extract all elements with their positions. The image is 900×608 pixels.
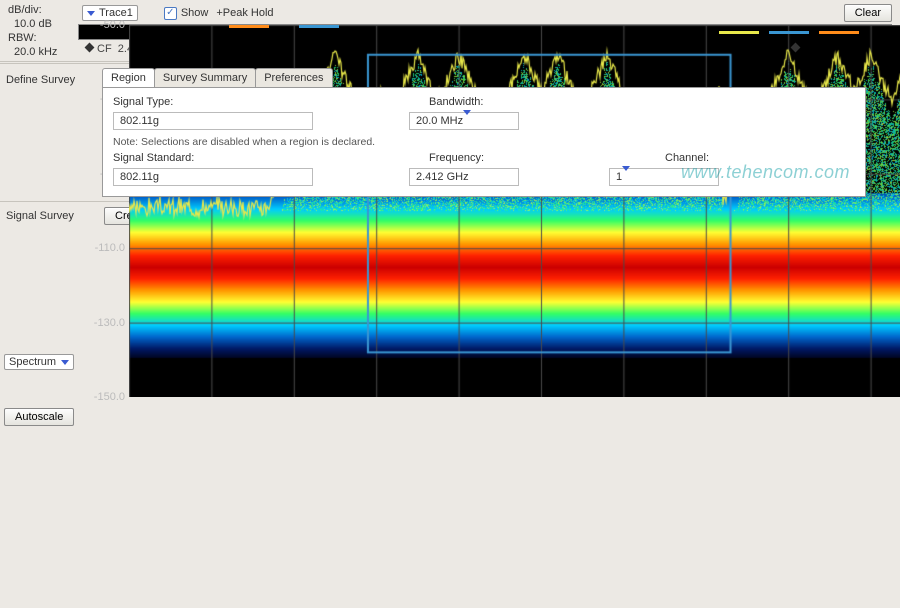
tab-region[interactable]: Region <box>102 68 155 87</box>
signal-type-field[interactable]: 802.11g <box>113 112 313 130</box>
chevron-down-icon <box>622 166 630 183</box>
signal-standard-field[interactable]: 802.11g <box>113 168 313 186</box>
spectrum-plot[interactable]: -50.0-70.0-90.0-110.0-130.0-150.0 <box>78 24 892 40</box>
rbw-label: RBW: <box>8 32 74 44</box>
show-label: Show <box>181 7 209 19</box>
signal-survey-label: Signal Survey <box>6 210 96 222</box>
region-panel: Signal Type: Bandwidth: 802.11g 20.0 MHz… <box>102 87 866 197</box>
cf-icon <box>85 43 95 53</box>
db-div-value: 10.0 dB <box>8 18 74 30</box>
mode-label: Spectrum <box>9 356 56 368</box>
y-axis-labels: -50.0-70.0-90.0-110.0-130.0-150.0 <box>79 25 129 39</box>
frequency-label: Frequency: <box>429 152 529 164</box>
cf-label: CF <box>97 43 112 55</box>
bandwidth-field[interactable]: 20.0 MHz <box>409 112 519 130</box>
db-div-label: dB/div: <box>8 4 74 16</box>
mode-select[interactable]: Spectrum <box>4 354 74 370</box>
show-checkbox[interactable]: ✓ <box>164 7 177 20</box>
tab-survey-summary[interactable]: Survey Summary <box>154 68 256 87</box>
chevron-down-icon <box>87 11 95 16</box>
peak-hold-label: +Peak Hold <box>216 7 273 19</box>
define-survey-label: Define Survey <box>6 68 96 197</box>
trace-label: Trace1 <box>99 7 133 19</box>
clear-button[interactable]: Clear <box>844 4 892 22</box>
region-note: Note: Selections are disabled when a reg… <box>113 136 855 148</box>
bandwidth-label: Bandwidth: <box>429 96 529 108</box>
tab-preferences[interactable]: Preferences <box>255 68 332 87</box>
frequency-field[interactable]: 2.412 GHz <box>409 168 519 186</box>
autoscale-button[interactable]: Autoscale <box>4 408 74 426</box>
chevron-down-icon <box>61 360 69 365</box>
rbw-value: 20.0 kHz <box>8 46 74 58</box>
signal-standard-label: Signal Standard: <box>113 152 213 164</box>
watermark: www.tehencom.com <box>681 162 850 183</box>
signal-type-label: Signal Type: <box>113 96 213 108</box>
chevron-down-icon <box>463 110 471 127</box>
